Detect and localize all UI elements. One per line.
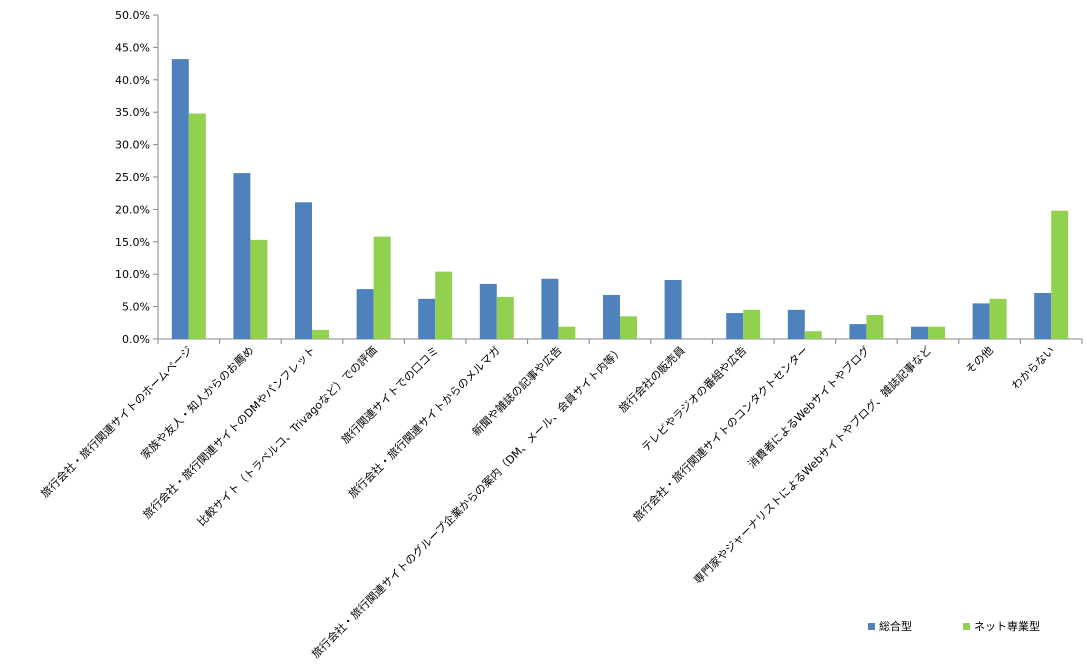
- bar-net: [188, 113, 206, 339]
- bar-sogo: [171, 59, 189, 340]
- bar-net: [989, 298, 1007, 339]
- bar-net: [1051, 210, 1069, 339]
- y-tick-label: 10.0%: [115, 268, 150, 281]
- y-tick-label: 50.0%: [115, 9, 150, 22]
- x-category-label: 家族や友人・知人からのお薦め: [138, 343, 257, 462]
- y-tick-label: 0.0%: [122, 333, 150, 346]
- bar-net: [435, 271, 453, 339]
- legend-label: ネット専業型: [974, 619, 1040, 633]
- y-tick-label: 25.0%: [115, 171, 150, 184]
- legend-swatch: [868, 623, 875, 630]
- bar-net: [620, 316, 637, 339]
- bar-sogo: [295, 202, 312, 339]
- bar-net: [496, 296, 514, 339]
- bar-net: [804, 331, 822, 339]
- bar-sogo: [849, 324, 867, 339]
- y-tick-label: 20.0%: [115, 203, 150, 216]
- legend: 総合型 ネット専業型: [868, 619, 1040, 633]
- x-category-label: 旅行会社の販売員: [616, 343, 688, 415]
- bar-sogo: [541, 278, 559, 339]
- bars: [171, 59, 1069, 340]
- y-tick-label: 30.0%: [115, 139, 150, 152]
- bar-sogo: [787, 309, 805, 339]
- x-category-label: その他: [963, 344, 996, 377]
- bar-net: [558, 326, 576, 339]
- y-tick-label: 35.0%: [115, 106, 150, 119]
- bar-sogo: [603, 294, 620, 339]
- bar-sogo: [726, 313, 744, 339]
- x-category-label: わからない: [1009, 344, 1057, 392]
- bar-net: [928, 326, 945, 339]
- y-tick-label: 40.0%: [115, 74, 150, 87]
- bar-sogo: [911, 326, 928, 339]
- bar-net: [312, 329, 329, 339]
- legend-swatch: [963, 623, 970, 630]
- x-category-label: テレビやラジオの番組や広告: [639, 344, 749, 454]
- bar-sogo: [479, 283, 497, 339]
- bar-sogo: [356, 289, 374, 339]
- x-category-label: 消費者によるWebサイトやブログ: [745, 343, 873, 471]
- y-tick-labels: 0.0% 5.0% 10.0% 15.0% 20.0% 25.0% 30.0% 35.0% 40…: [115, 9, 150, 346]
- bar-sogo: [972, 303, 990, 339]
- y-tick-label: 15.0%: [115, 236, 150, 249]
- x-category-label: 旅行関連サイトでの口コミ: [338, 343, 441, 446]
- y-tick-label: 5.0%: [122, 301, 150, 314]
- x-category-label: 専門家やジャーナリストによるWebサイトやブログ、雑誌記事など: [691, 343, 934, 586]
- x-category-labels: 旅行会社・旅行関連サイトのホームページ家族や友人・知人からのお薦め旅行会社・旅行…: [38, 343, 1058, 661]
- bar-sogo: [664, 280, 682, 339]
- bar-sogo: [233, 173, 251, 339]
- bar-net: [866, 315, 884, 339]
- x-category-label: 旅行会社・旅行関連サイトのグループ企業からの案内（DM、メール、会員サイト内等）: [308, 343, 626, 661]
- bar-sogo: [418, 298, 436, 339]
- y-tick-label: 45.0%: [115, 41, 150, 54]
- bar-sogo: [1034, 292, 1052, 339]
- axes: [153, 14, 1083, 344]
- bar-net: [743, 309, 761, 339]
- bar-net: [373, 236, 391, 339]
- legend-label: 総合型: [879, 619, 912, 633]
- bar-net: [250, 239, 268, 339]
